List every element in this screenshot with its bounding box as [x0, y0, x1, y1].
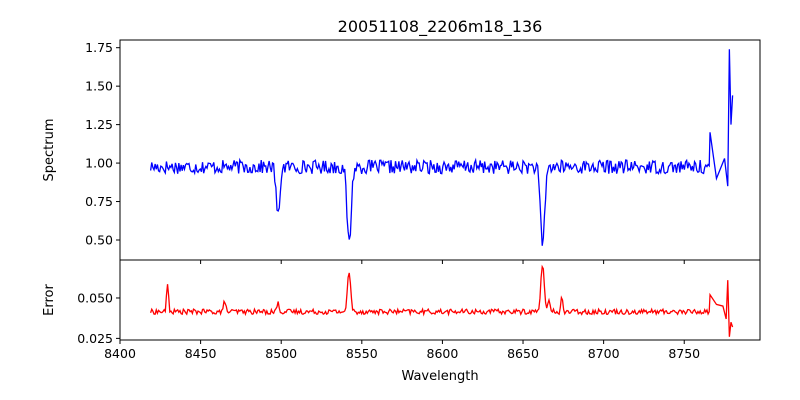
- spectrum-y-tick-label: 1.25: [85, 117, 113, 132]
- error-panel: 0.025 0.050 Error 8400 8450 8500 8550 8600 8650 8…: [42, 259, 761, 361]
- spectrum-panel: 0.50 0.75 1.00 1.25 1.50 1.75 Spectrum: [42, 39, 761, 264]
- x-tick-label: 8650: [507, 346, 539, 361]
- spectrum-y-tick-label: 0.75: [85, 194, 113, 209]
- error-axes-frame: [119, 259, 761, 341]
- x-tick-label: 8450: [185, 346, 217, 361]
- x-axis-label: Wavelength: [401, 369, 478, 384]
- error-series-line: [150, 264, 734, 337]
- x-tick-label: 8550: [346, 346, 378, 361]
- spectrum-y-tick-label: 0.50: [85, 233, 113, 248]
- spectrum-y-tick-label: 1.00: [85, 156, 113, 171]
- error-y-tick-label: 0.025: [77, 331, 113, 346]
- error-y-axis-label: Error: [42, 284, 57, 316]
- x-tick-label: 8400: [104, 346, 136, 361]
- x-tick-label: 8600: [427, 346, 459, 361]
- spectrum-y-tick-label: 1.50: [85, 79, 113, 94]
- chart-title: 20051108_2206m18_136: [338, 17, 543, 37]
- spectrum-y-tick-label: 1.75: [85, 40, 113, 55]
- x-tick-label: 8750: [668, 346, 700, 361]
- x-tick-label: 8700: [588, 346, 620, 361]
- spectrum-y-axis-label: Spectrum: [42, 119, 57, 182]
- spectrum-axes-frame: [119, 39, 761, 261]
- x-tick-label: 8500: [265, 346, 297, 361]
- spectrum-series-line: [149, 49, 734, 246]
- error-y-tick-label: 0.050: [77, 290, 113, 305]
